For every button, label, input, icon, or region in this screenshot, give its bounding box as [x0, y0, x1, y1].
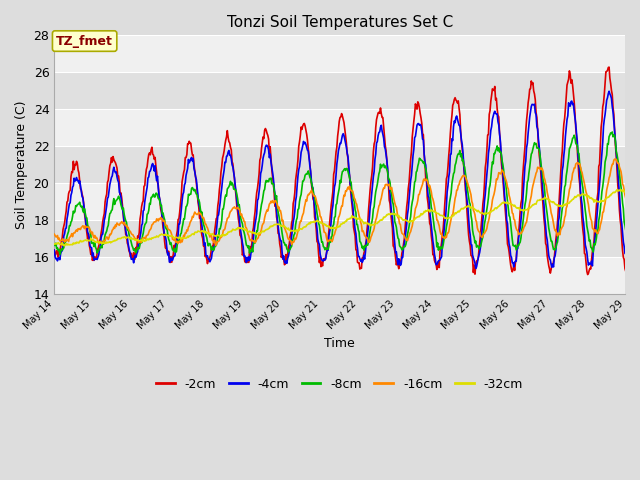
Legend: -2cm, -4cm, -8cm, -16cm, -32cm: -2cm, -4cm, -8cm, -16cm, -32cm — [151, 372, 528, 396]
Title: Tonzi Soil Temperatures Set C: Tonzi Soil Temperatures Set C — [227, 15, 452, 30]
-2cm — [264, 132, 271, 138]
-2cm — [234, 209, 241, 215]
-4cm — [456, 123, 464, 129]
Bar — [54, 257, 625, 294]
-2cm — [456, 112, 464, 118]
Line: -32cm: -32cm — [54, 185, 640, 246]
-2cm — [422, 175, 429, 181]
-8cm — [422, 171, 430, 177]
Bar — [54, 72, 625, 109]
Line: -16cm: -16cm — [54, 155, 640, 245]
-2cm — [584, 272, 591, 277]
-32cm — [51, 241, 58, 247]
-2cm — [51, 247, 58, 253]
-4cm — [264, 144, 271, 150]
-32cm — [123, 234, 131, 240]
-4cm — [122, 228, 129, 233]
-8cm — [235, 203, 243, 208]
Line: -4cm: -4cm — [54, 86, 640, 268]
-16cm — [51, 231, 58, 237]
-8cm — [51, 242, 58, 248]
-8cm — [265, 179, 273, 185]
-8cm — [288, 243, 296, 249]
-32cm — [288, 228, 296, 233]
-4cm — [287, 239, 294, 245]
-16cm — [212, 242, 220, 248]
Bar — [54, 36, 625, 72]
-2cm — [287, 230, 294, 236]
Bar — [54, 146, 625, 183]
Line: -2cm: -2cm — [54, 60, 640, 275]
-16cm — [457, 177, 465, 182]
-16cm — [422, 176, 430, 182]
-32cm — [265, 226, 273, 231]
-16cm — [122, 223, 129, 229]
-32cm — [422, 208, 430, 214]
-16cm — [235, 206, 243, 212]
-4cm — [234, 203, 241, 209]
Bar — [54, 183, 625, 220]
-8cm — [123, 219, 131, 225]
Line: -8cm: -8cm — [54, 128, 640, 255]
-32cm — [457, 207, 465, 213]
-16cm — [288, 241, 296, 247]
Y-axis label: Soil Temperature (C): Soil Temperature (C) — [15, 100, 28, 229]
-4cm — [472, 265, 479, 271]
Bar — [54, 220, 625, 257]
Text: TZ_fmet: TZ_fmet — [56, 35, 113, 48]
-2cm — [122, 232, 129, 238]
-32cm — [61, 243, 68, 249]
-32cm — [235, 225, 243, 231]
-4cm — [51, 247, 58, 253]
-16cm — [265, 205, 273, 211]
X-axis label: Time: Time — [324, 336, 355, 350]
-4cm — [422, 162, 429, 168]
Bar — [54, 109, 625, 146]
-8cm — [56, 252, 64, 258]
-8cm — [457, 154, 465, 159]
